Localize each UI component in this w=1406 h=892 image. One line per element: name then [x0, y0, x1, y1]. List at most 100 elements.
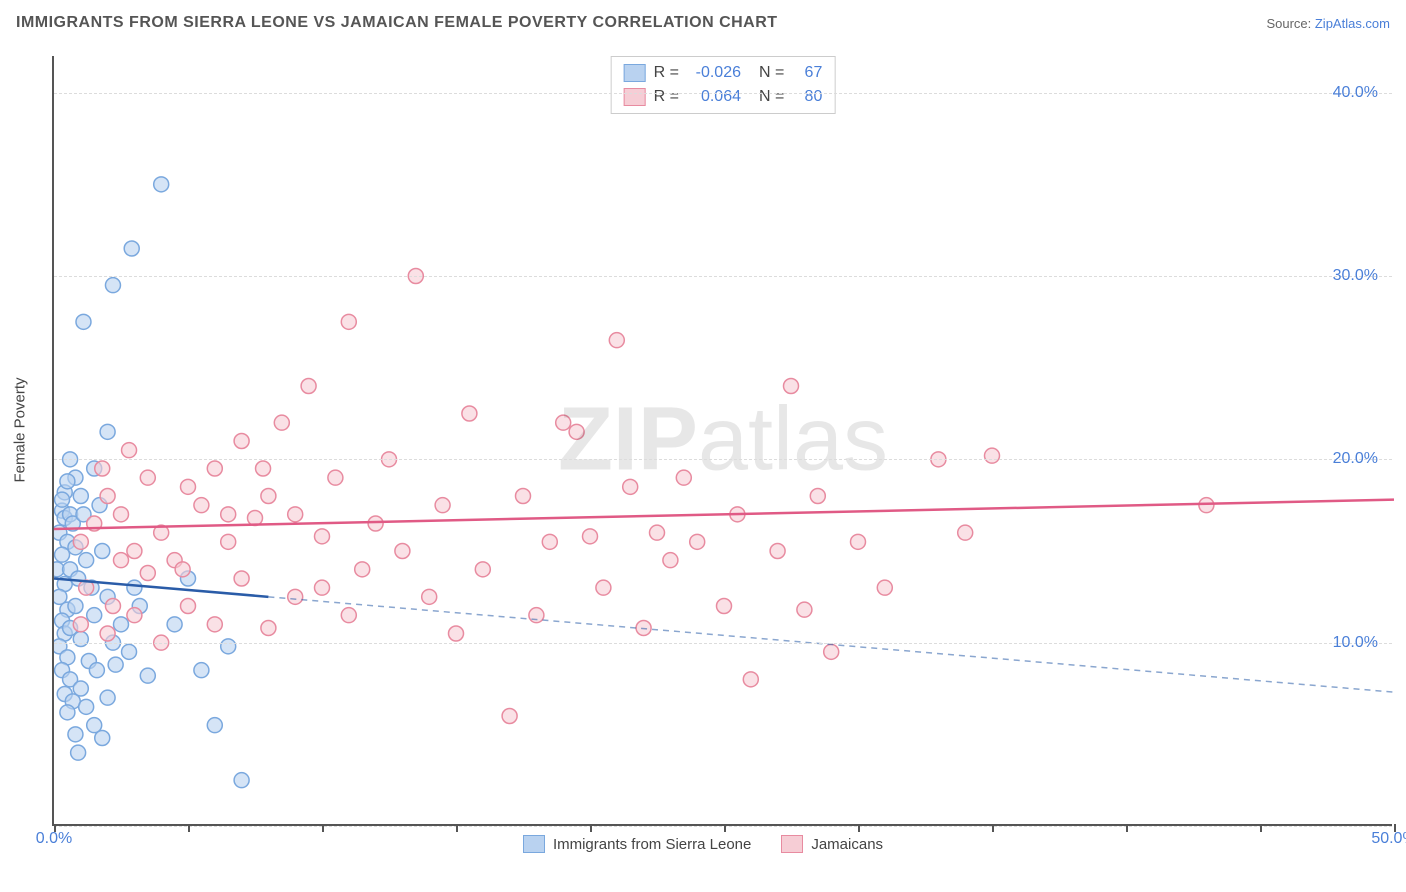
data-point	[122, 443, 137, 458]
data-point	[516, 489, 531, 504]
data-point	[175, 562, 190, 577]
data-point	[395, 544, 410, 559]
data-point	[55, 492, 70, 507]
data-point	[194, 663, 209, 678]
data-point	[167, 617, 182, 632]
y-tick-label: 20.0%	[1333, 450, 1378, 468]
data-point	[73, 632, 88, 647]
legend-item: Jamaicans	[781, 835, 883, 853]
data-point	[207, 617, 222, 632]
source-credit: Source: ZipAtlas.com	[1266, 16, 1390, 31]
data-point	[810, 489, 825, 504]
data-point	[623, 479, 638, 494]
data-point	[958, 525, 973, 540]
y-tick-label: 10.0%	[1333, 634, 1378, 652]
y-tick-label: 40.0%	[1333, 84, 1378, 102]
data-point	[140, 566, 155, 581]
data-point	[743, 672, 758, 687]
data-point	[824, 644, 839, 659]
data-point	[690, 534, 705, 549]
data-point	[315, 580, 330, 595]
data-point	[609, 333, 624, 348]
data-point	[140, 470, 155, 485]
data-point	[108, 657, 123, 672]
data-point	[181, 479, 196, 494]
data-point	[114, 617, 129, 632]
data-point	[73, 534, 88, 549]
data-point	[784, 379, 799, 394]
data-point	[315, 529, 330, 544]
data-point	[877, 580, 892, 595]
chart-plot-area: R =-0.026N =67R =0.064N =80 ZIPatlas 10.…	[52, 56, 1392, 826]
data-point	[95, 461, 110, 476]
data-point	[328, 470, 343, 485]
legend-label: Jamaicans	[811, 836, 883, 853]
data-point	[462, 406, 477, 421]
data-point	[650, 525, 665, 540]
scatter-svg	[54, 56, 1394, 826]
data-point	[105, 599, 120, 614]
data-point	[79, 553, 94, 568]
data-point	[207, 461, 222, 476]
n-value: 80	[792, 85, 822, 109]
gridline-h	[54, 93, 1392, 94]
data-point	[207, 718, 222, 733]
data-point	[583, 529, 598, 544]
x-tick	[322, 824, 324, 832]
n-label: N =	[759, 85, 784, 109]
x-tick	[1260, 824, 1262, 832]
data-point	[76, 314, 91, 329]
corr-legend-row: R = -0.026 N = 67	[624, 61, 823, 85]
data-point	[79, 699, 94, 714]
chart-title: IMMIGRANTS FROM SIERRA LEONE VS JAMAICAN…	[16, 14, 778, 32]
legend-swatch	[781, 835, 803, 853]
gridline-h	[54, 276, 1392, 277]
data-point	[234, 571, 249, 586]
corr-legend-row: R = 0.064 N = 80	[624, 85, 823, 109]
data-point	[154, 177, 169, 192]
data-point	[234, 773, 249, 788]
data-point	[368, 516, 383, 531]
data-point	[234, 434, 249, 449]
data-point	[717, 599, 732, 614]
data-point	[181, 599, 196, 614]
data-point	[100, 690, 115, 705]
data-point	[95, 544, 110, 559]
data-point	[55, 547, 70, 562]
r-value: -0.026	[687, 61, 741, 85]
data-point	[542, 534, 557, 549]
correlation-legend: R = -0.026 N = 67 R = 0.064 N = 80	[611, 56, 836, 114]
data-point	[985, 448, 1000, 463]
data-point	[60, 705, 75, 720]
data-point	[73, 489, 88, 504]
data-point	[797, 602, 812, 617]
legend-swatch	[624, 88, 646, 106]
data-point	[221, 639, 236, 654]
data-point	[556, 415, 571, 430]
x-tick	[724, 824, 726, 832]
n-label: N =	[759, 61, 784, 85]
data-point	[60, 474, 75, 489]
x-tick	[188, 824, 190, 832]
data-point	[114, 507, 129, 522]
data-point	[114, 553, 129, 568]
data-point	[221, 534, 236, 549]
r-label: R =	[654, 85, 679, 109]
n-value: 67	[792, 61, 822, 85]
r-value: 0.064	[687, 85, 741, 109]
data-point	[663, 553, 678, 568]
gridline-h	[54, 459, 1392, 460]
data-point	[435, 498, 450, 513]
data-point	[127, 544, 142, 559]
data-point	[355, 562, 370, 577]
data-point	[341, 608, 356, 623]
data-point	[122, 644, 137, 659]
data-point	[105, 278, 120, 293]
data-point	[100, 626, 115, 641]
source-link[interactable]: ZipAtlas.com	[1315, 16, 1390, 31]
data-point	[529, 608, 544, 623]
series-legend: Immigrants from Sierra Leone Jamaicans	[0, 835, 1406, 853]
r-label: R =	[654, 61, 679, 85]
data-point	[71, 745, 86, 760]
legend-item: Immigrants from Sierra Leone	[523, 835, 751, 853]
